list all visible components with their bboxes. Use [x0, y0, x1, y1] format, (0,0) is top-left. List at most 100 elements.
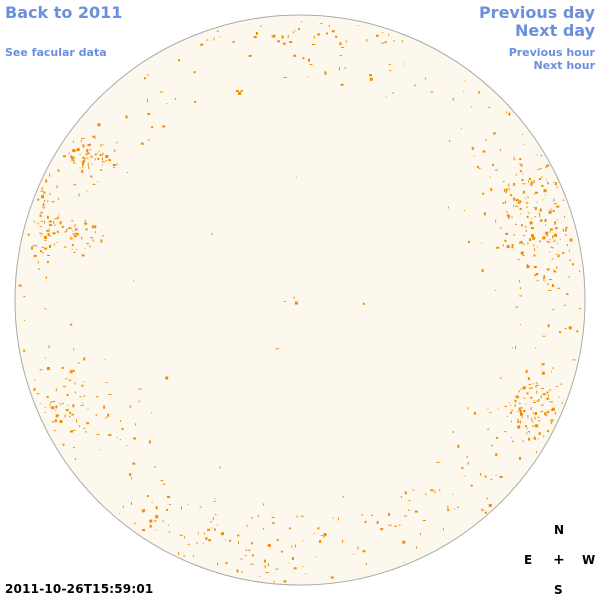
- facula-point: [362, 550, 366, 553]
- compass-center-icon: +: [553, 552, 565, 568]
- previous-hour-link[interactable]: Previous hour: [508, 46, 595, 59]
- facula-point: [247, 549, 251, 551]
- facula-point: [55, 414, 58, 418]
- facula-point: [219, 466, 221, 469]
- facula-point: [526, 265, 530, 269]
- back-to-year-link[interactable]: Back to 2011: [5, 3, 123, 22]
- facula-point: [522, 183, 526, 185]
- facula-point: [381, 42, 384, 44]
- facula-point: [73, 162, 76, 164]
- facula-point: [482, 509, 485, 511]
- facula-point: [132, 462, 136, 465]
- facula-point: [520, 251, 524, 255]
- facula-point: [517, 410, 519, 412]
- facula-point: [87, 144, 91, 147]
- facula-point: [398, 524, 401, 526]
- facula-point: [75, 458, 77, 460]
- facula-point: [63, 246, 67, 248]
- facula-point: [94, 153, 97, 156]
- facula-point: [149, 524, 152, 528]
- facula-point: [526, 432, 528, 435]
- facula-point: [119, 439, 121, 440]
- facula-point: [512, 185, 515, 187]
- facula-point: [95, 396, 99, 398]
- facula-point: [401, 40, 403, 43]
- facula-point: [540, 411, 544, 413]
- facula-point: [548, 290, 552, 291]
- facula-point: [79, 425, 81, 428]
- facula-point: [513, 156, 515, 159]
- facula-point: [541, 371, 545, 375]
- next-day-link[interactable]: Next day: [515, 21, 595, 40]
- facula-point: [44, 412, 46, 413]
- facula-point: [548, 394, 549, 397]
- facula-point: [388, 33, 390, 36]
- facula-point: [71, 413, 74, 416]
- facula-point: [510, 420, 512, 423]
- facula-point: [315, 556, 317, 558]
- facula-point: [393, 525, 397, 527]
- facula-point: [78, 193, 80, 197]
- facula-point: [84, 222, 88, 225]
- facula-point: [362, 302, 365, 305]
- facula-point: [533, 412, 535, 415]
- facula-point: [217, 562, 219, 566]
- facula-point: [452, 97, 454, 101]
- facula-point: [331, 30, 335, 33]
- facula-point: [94, 231, 96, 234]
- facula-point: [325, 32, 328, 35]
- facula-point: [524, 398, 526, 399]
- facula-point: [478, 167, 481, 169]
- facula-point: [69, 228, 72, 230]
- facula-point: [41, 246, 45, 248]
- facula-point: [280, 550, 283, 553]
- facula-point: [199, 506, 202, 508]
- facula-point: [551, 258, 554, 260]
- facula-point: [108, 433, 112, 436]
- facula-point: [50, 401, 53, 403]
- facula-point: [481, 508, 483, 512]
- facula-point: [87, 408, 89, 410]
- facula-point: [530, 407, 532, 411]
- facula-point: [527, 431, 530, 432]
- facula-point: [382, 32, 384, 34]
- see-facular-data-link[interactable]: See facular data: [5, 46, 107, 59]
- facula-point: [526, 201, 528, 204]
- facula-point: [273, 580, 275, 583]
- facula-point: [76, 148, 80, 152]
- facula-point: [546, 268, 550, 271]
- facula-point: [146, 99, 148, 103]
- facula-point: [561, 402, 564, 404]
- facula-point: [102, 157, 103, 161]
- facula-point: [77, 362, 80, 364]
- facula-point: [430, 91, 434, 93]
- facula-point: [504, 239, 507, 242]
- facula-point: [543, 435, 545, 438]
- facula-point: [535, 424, 539, 428]
- facula-point: [547, 241, 551, 243]
- facula-point: [138, 400, 140, 403]
- facula-point: [539, 241, 542, 243]
- facula-point: [83, 395, 86, 397]
- previous-day-link[interactable]: Previous day: [478, 3, 595, 22]
- facula-point: [400, 496, 402, 498]
- facula-point: [95, 414, 97, 416]
- facula-point: [407, 509, 410, 511]
- facula-point: [66, 393, 69, 396]
- facula-point: [74, 224, 76, 228]
- facula-point: [510, 194, 513, 197]
- next-hour-link[interactable]: Next hour: [533, 59, 596, 72]
- facula-point: [545, 231, 549, 235]
- facula-point: [473, 411, 476, 415]
- facula-point: [519, 170, 522, 173]
- facula-point: [480, 472, 482, 476]
- facula-point: [168, 531, 171, 533]
- facula-point: [519, 287, 521, 290]
- facula-point: [86, 152, 90, 155]
- facula-point: [507, 216, 510, 219]
- facula-point: [392, 92, 395, 94]
- facula-point: [566, 293, 569, 296]
- facula-point: [79, 154, 81, 156]
- facula-point: [562, 199, 565, 201]
- facula-point: [527, 196, 529, 199]
